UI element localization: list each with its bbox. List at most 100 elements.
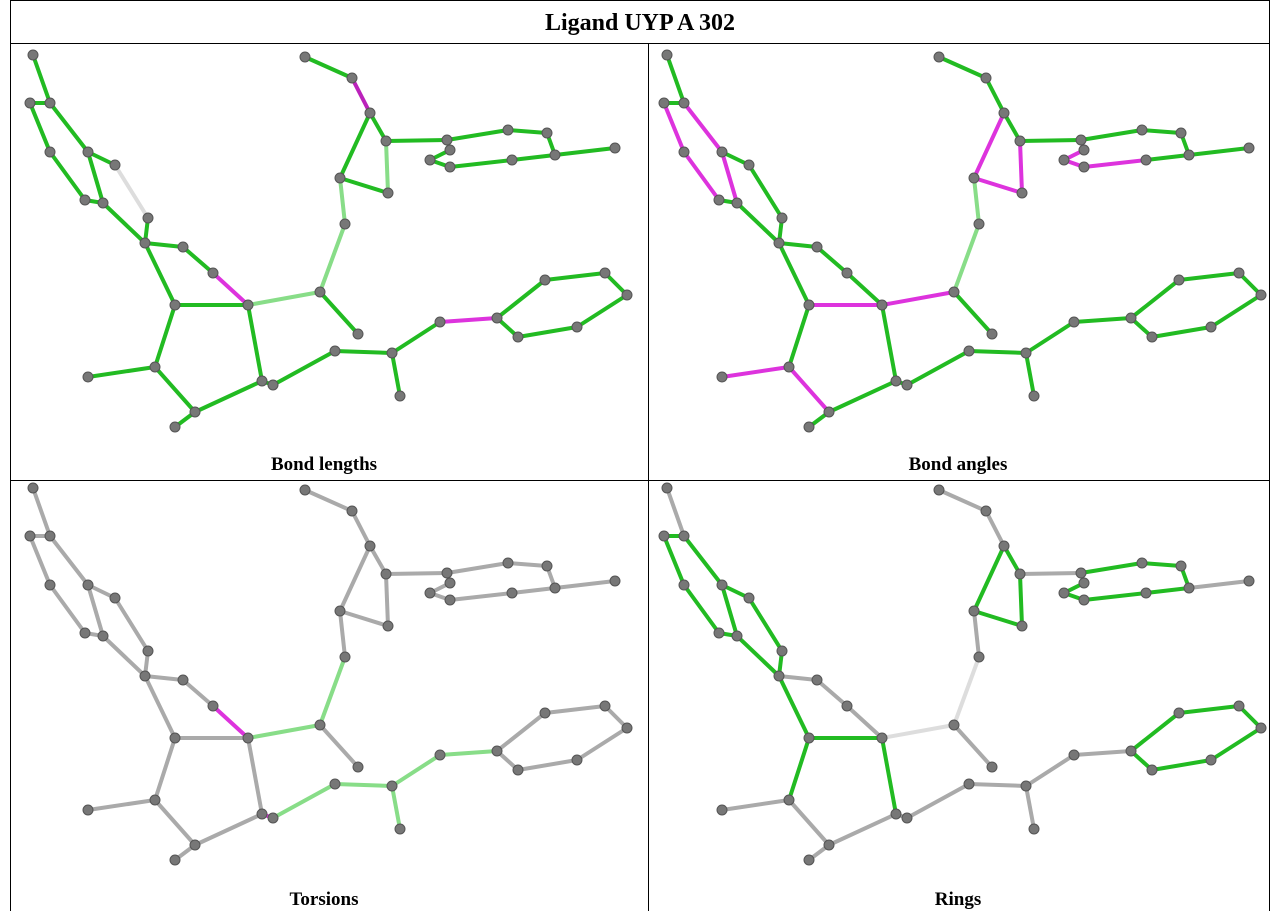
atom [442,135,452,145]
atom [969,606,979,616]
bond [954,725,992,767]
bond [969,351,1026,353]
bond [33,55,50,103]
molecule [659,50,1266,432]
bond [1020,574,1022,626]
bond [1189,148,1249,155]
atom [774,238,784,248]
atom [425,588,435,598]
atom [999,108,1009,118]
bond [882,292,954,305]
atom [150,362,160,372]
atom [1174,275,1184,285]
bond [386,140,447,141]
atom [744,160,754,170]
bond [335,351,392,353]
bond [145,243,183,247]
atom [891,376,901,386]
atom [572,322,582,332]
atom [381,569,391,579]
atom [714,628,724,638]
atom [540,275,550,285]
bond [667,55,684,103]
bond [1146,155,1189,160]
atom [143,646,153,656]
atom [28,483,38,493]
atom [1069,750,1079,760]
atom [1126,313,1136,323]
bond [305,57,352,78]
atom [45,147,55,157]
atom [170,733,180,743]
atom [445,145,455,155]
atom [425,155,435,165]
atom [435,750,445,760]
atom [353,762,363,772]
bond [340,611,345,657]
atom [507,155,517,165]
atom [25,531,35,541]
atom [335,173,345,183]
atom [804,300,814,310]
bond [340,178,345,224]
bond [518,327,577,337]
atom [732,631,742,641]
bond [954,292,992,334]
atom [1079,578,1089,588]
bond [340,178,388,193]
atom [969,173,979,183]
atom [387,348,397,358]
atom [600,268,610,278]
bond [1081,130,1142,140]
atom [1234,701,1244,711]
atom [902,380,912,390]
atom [1141,155,1151,165]
atom [659,531,669,541]
atom [178,242,188,252]
atom [383,188,393,198]
atom [934,485,944,495]
bond [1142,563,1181,566]
atom [435,317,445,327]
atom [335,606,345,616]
atom [1029,824,1039,834]
atom [257,376,267,386]
atom [1015,569,1025,579]
bond [195,814,262,845]
bond [969,784,1026,786]
bond [1152,327,1211,337]
atom [902,813,912,823]
bond [1131,280,1179,318]
bond [340,113,370,178]
bond [779,243,809,305]
atom [268,813,278,823]
bond [305,490,352,511]
molecules [25,50,1266,865]
atom [208,268,218,278]
atom [347,73,357,83]
atom [387,781,397,791]
bond [1026,786,1034,829]
bond [386,574,388,626]
bond [145,243,175,305]
atom [1176,128,1186,138]
bond [1020,573,1081,574]
bond [847,273,882,305]
atom [442,568,452,578]
atom [445,595,455,605]
atom [353,329,363,339]
atom [1021,781,1031,791]
bond [974,611,979,657]
bond [974,178,979,224]
atom [300,52,310,62]
bond [722,800,789,810]
atom [659,98,669,108]
atom [1141,588,1151,598]
atom [949,287,959,297]
atom [1079,162,1089,172]
bond [447,130,508,140]
atom [83,147,93,157]
title: Ligand UYP A 302 [545,10,735,36]
atom [774,671,784,681]
atom [824,407,834,417]
